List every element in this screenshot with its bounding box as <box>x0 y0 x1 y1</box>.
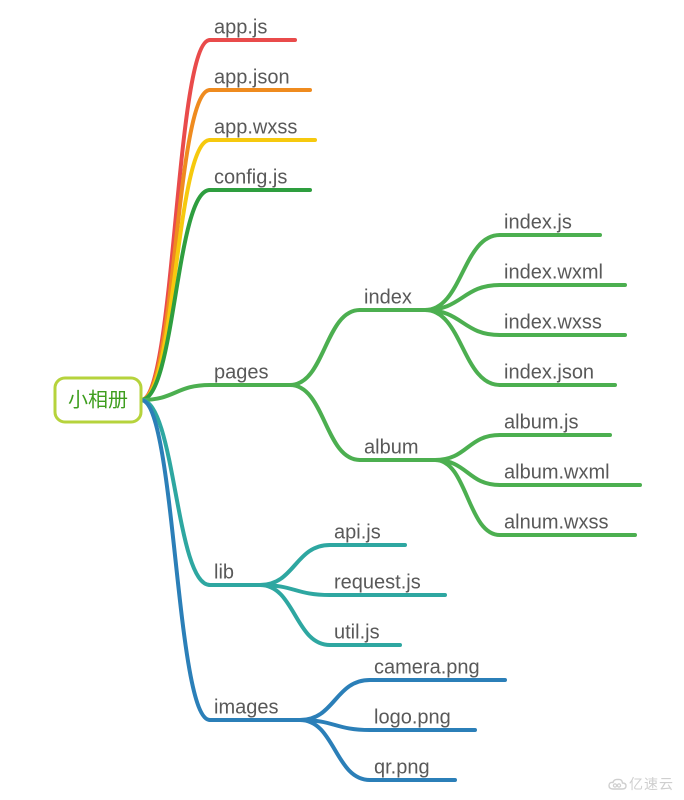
mindmap-canvas: app.js app.json app.wxss config.js pages inde… <box>0 0 684 800</box>
edge-root-appwxss <box>141 140 210 400</box>
node-label-utiljs: util.js <box>334 621 380 643</box>
node-label-qrpng: qr.png <box>374 756 430 778</box>
node-lib[interactable]: lib <box>210 561 260 585</box>
node-label-albumwxml: album.wxml <box>504 461 610 483</box>
node-album[interactable]: album <box>360 436 435 460</box>
node-label-lib: lib <box>214 561 234 583</box>
node-label-appwxss: app.wxss <box>214 116 297 138</box>
node-label-pages: pages <box>214 361 269 383</box>
node-albumjs[interactable]: album.js <box>500 411 610 435</box>
node-label-indexjson: index.json <box>504 361 594 383</box>
node-label-configjs: config.js <box>214 166 287 188</box>
node-appjson[interactable]: app.json <box>210 66 310 90</box>
watermark-text: 亿速云 <box>629 776 674 792</box>
node-label-images: images <box>214 696 278 718</box>
node-pages[interactable]: pages <box>210 361 290 385</box>
node-alnumwxss[interactable]: alnum.wxss <box>500 511 635 535</box>
node-label-logopng: logo.png <box>374 706 451 728</box>
edge-pages-index <box>290 310 360 385</box>
node-label-appjs: app.js <box>214 16 267 38</box>
node-configjs[interactable]: config.js <box>210 166 310 190</box>
node-label-appjson: app.json <box>214 66 290 88</box>
watermark: 亿速云 <box>607 774 674 794</box>
edge-lib-apijs <box>260 545 330 585</box>
edge-images-camerapng <box>300 680 370 720</box>
node-label-indexjs: index.js <box>504 211 572 233</box>
node-indexjs[interactable]: index.js <box>500 211 600 235</box>
node-indexwxml[interactable]: index.wxml <box>500 261 625 285</box>
node-label-indexwxml: index.wxml <box>504 261 603 283</box>
node-camerapng[interactable]: camera.png <box>370 656 505 680</box>
node-index[interactable]: index <box>360 286 425 310</box>
node-logopng[interactable]: logo.png <box>370 706 475 730</box>
nodes-layer: app.js app.json app.wxss config.js pages inde… <box>210 16 640 780</box>
node-label-albumjs: album.js <box>504 411 578 433</box>
node-indexjson[interactable]: index.json <box>500 361 615 385</box>
cloud-icon <box>607 778 627 792</box>
node-requestjs[interactable]: request.js <box>330 571 445 595</box>
node-albumwxml[interactable]: album.wxml <box>500 461 640 485</box>
node-apijs[interactable]: api.js <box>330 521 405 545</box>
edge-root-appjson <box>141 90 210 400</box>
node-label-indexwxss: index.wxss <box>504 311 602 333</box>
node-label-camerapng: camera.png <box>374 656 480 678</box>
node-images[interactable]: images <box>210 696 300 720</box>
edge-root-images <box>141 400 210 720</box>
node-label-index: index <box>364 286 412 308</box>
node-indexwxss[interactable]: index.wxss <box>500 311 625 335</box>
node-utiljs[interactable]: util.js <box>330 621 400 645</box>
root-label: 小相册 <box>68 388 128 411</box>
root-node[interactable]: 小相册 <box>55 378 141 422</box>
edge-pages-album <box>290 385 360 460</box>
node-label-requestjs: request.js <box>334 571 421 593</box>
node-label-album: album <box>364 436 418 458</box>
node-appjs[interactable]: app.js <box>210 16 295 40</box>
node-qrpng[interactable]: qr.png <box>370 756 455 780</box>
node-label-apijs: api.js <box>334 521 381 543</box>
node-label-alnumwxss: alnum.wxss <box>504 511 608 533</box>
edge-album-albumjs <box>435 435 500 460</box>
node-appwxss[interactable]: app.wxss <box>210 116 315 140</box>
edge-root-appjs <box>141 40 210 400</box>
